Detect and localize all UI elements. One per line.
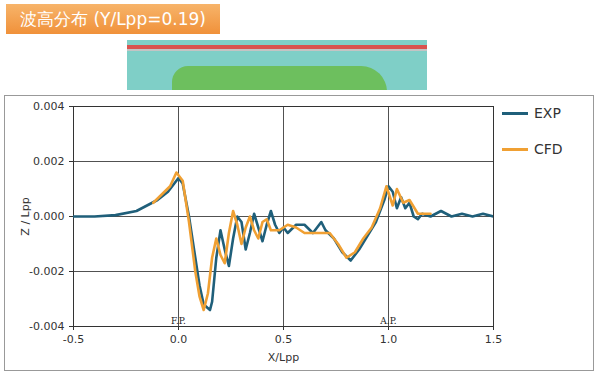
svg-text:0.002: 0.002 (33, 155, 65, 168)
svg-text:0.0: 0.0 (170, 333, 188, 346)
html-text:CFD: CFD (534, 141, 563, 157)
svg-text:0.004: 0.004 (33, 100, 65, 113)
html-text:波高分布 (Y/Lpp=0.19): 波高分布 (Y/Lpp=0.19) (20, 9, 206, 29)
svg-text:A.P.: A.P. (379, 316, 397, 326)
svg-text:X/Lpp: X/Lpp (268, 351, 299, 364)
svg-text:-0.004: -0.004 (29, 320, 64, 333)
svg-text:0.000: 0.000 (33, 210, 65, 223)
svg-text:1.5: 1.5 (485, 333, 503, 346)
svg-text:1.0: 1.0 (380, 333, 398, 346)
svg-text:0.5: 0.5 (275, 333, 293, 346)
svg-text:-0.5: -0.5 (63, 333, 84, 346)
svg-text:Z / Lpp: Z / Lpp (19, 197, 32, 235)
html-text:EXP: EXP (534, 105, 561, 121)
svg-text:F.P.: F.P. (171, 316, 186, 326)
svg-text:-0.002: -0.002 (29, 265, 64, 278)
